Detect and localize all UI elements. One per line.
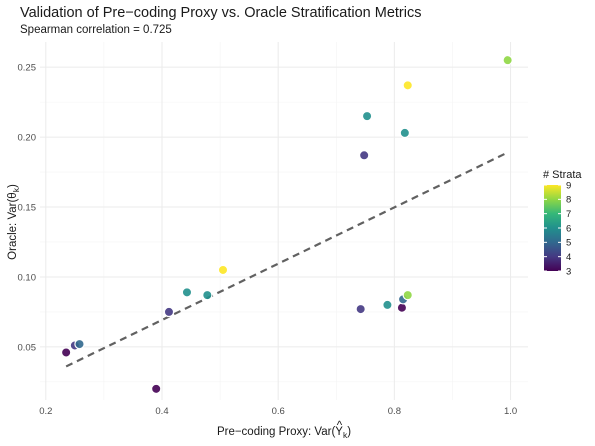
data-point <box>202 289 213 301</box>
x-axis-label-suffix: ) <box>347 426 351 438</box>
trend-line <box>65 151 509 368</box>
legend-tick-label: 9 <box>566 180 571 191</box>
data-point <box>361 110 373 122</box>
x-tick-label: 0.6 <box>272 406 285 417</box>
x-tick-label: 0.4 <box>155 406 168 417</box>
x-axis-label-prefix: Pre−coding Proxy: Var( <box>217 426 336 438</box>
y-axis-label-suffix: ) <box>7 184 19 188</box>
trend-line-group <box>65 151 509 368</box>
points-group <box>60 54 513 395</box>
x-axis-label-text: Pre−coding Proxy: Var(Yk) <box>217 426 351 440</box>
x-axis-ticks: 0.2 0.4 0.6 0.8 1.0 <box>39 406 517 417</box>
data-point <box>163 306 175 318</box>
legend-ticks: 3 4 5 6 7 8 9 <box>544 180 571 277</box>
y-tick-label: 0.25 <box>18 63 37 74</box>
y-tick-label: 0.20 <box>18 133 37 144</box>
x-tick-label: 0.2 <box>39 406 52 417</box>
legend-tick-label: 4 <box>566 252 571 263</box>
y-axis-label: Oracle: Var(θk) <box>7 184 21 260</box>
data-point <box>150 383 162 395</box>
data-point <box>217 264 229 276</box>
data-point <box>60 347 72 358</box>
legend-tick-label: 3 <box>566 266 571 277</box>
legend-title: # Strata <box>543 169 582 181</box>
legend-tick-label: 7 <box>566 209 571 220</box>
y-axis-label-text: Oracle: Var(θk) <box>7 184 21 260</box>
chart-title: Validation of Pre−coding Proxy vs. Oracl… <box>20 5 421 21</box>
data-point <box>181 287 193 298</box>
legend-tick-label: 8 <box>566 195 571 206</box>
data-point <box>396 302 408 313</box>
data-point <box>355 303 366 315</box>
y-tick-label: 0.15 <box>18 203 37 214</box>
data-point <box>502 54 513 66</box>
y-axis-label-prefix: Oracle: Var( <box>7 199 19 260</box>
chart-subtitle: Spearman correlation = 0.725 <box>20 24 172 36</box>
grid <box>40 42 528 400</box>
legend: # Strata 3 4 5 6 7 8 9 <box>543 169 582 277</box>
data-point <box>399 127 411 139</box>
data-point <box>358 150 370 161</box>
legend-tick-label: 6 <box>566 223 571 234</box>
y-tick-label: 0.10 <box>18 272 37 283</box>
x-axis-label: Pre−coding Proxy: Var(Yk) ^ <box>217 420 351 440</box>
data-point <box>402 80 413 91</box>
data-point <box>382 299 393 311</box>
x-axis-label-subscript: k <box>343 430 348 440</box>
y-tick-label: 0.05 <box>18 342 37 353</box>
x-axis-label-symbol: Y <box>335 426 343 438</box>
y-axis-label-symbol: θ <box>7 192 19 198</box>
x-tick-label: 1.0 <box>504 406 517 417</box>
x-tick-label: 0.8 <box>388 406 401 417</box>
data-point <box>74 338 85 350</box>
y-axis-ticks: 0.05 0.10 0.15 0.20 0.25 <box>18 63 37 354</box>
legend-colorbar <box>544 185 561 271</box>
x-axis-label-accent: ^ <box>337 420 343 432</box>
legend-tick-label: 5 <box>566 238 571 249</box>
data-point <box>402 289 413 301</box>
y-axis-label-subscript: k <box>11 187 21 192</box>
